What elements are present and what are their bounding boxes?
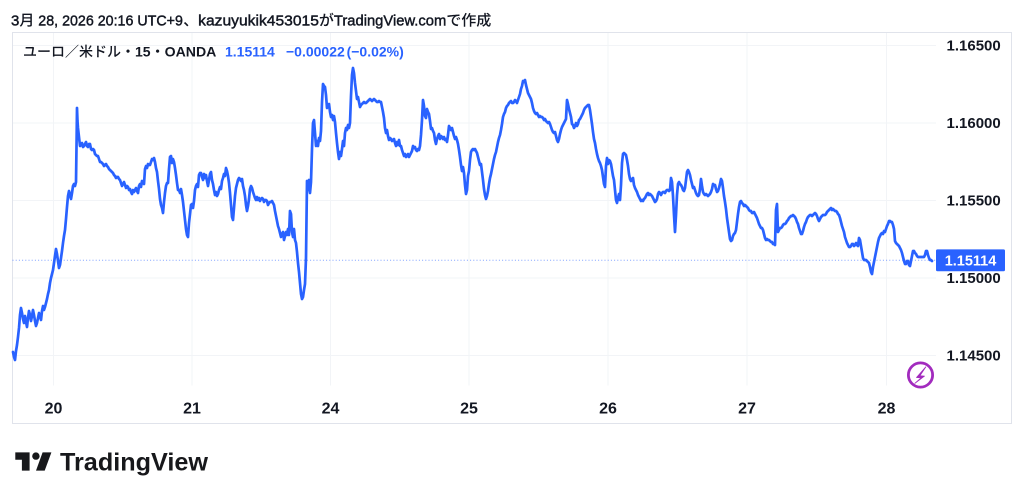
svg-text:1.15114: 1.15114 (225, 44, 275, 60)
svg-text:1.16000: 1.16000 (947, 115, 1001, 132)
svg-text:1.16500: 1.16500 (947, 38, 1001, 55)
svg-text:(−0.02%): (−0.02%) (347, 44, 404, 60)
svg-text:−0.00022: −0.00022 (286, 44, 345, 60)
svg-text:25: 25 (460, 401, 478, 418)
svg-text:1.14500: 1.14500 (947, 348, 1001, 365)
svg-text:1.15000: 1.15000 (947, 270, 1001, 287)
svg-text:TradingView: TradingView (60, 449, 209, 477)
svg-text:28, 2026 20:16 UTC+9: 28, 2026 20:16 UTC+9 (38, 13, 183, 30)
svg-text:1.15500: 1.15500 (947, 193, 1001, 210)
svg-text:21: 21 (183, 401, 201, 418)
svg-text:3: 3 (11, 13, 19, 30)
svg-text:26: 26 (599, 401, 617, 418)
svg-text:OANDA: OANDA (165, 44, 217, 60)
svg-text:24: 24 (322, 401, 340, 418)
svg-text:1.15114: 1.15114 (945, 254, 997, 270)
svg-text:28: 28 (878, 401, 896, 418)
svg-text:kazuyukik453015: kazuyukik453015 (198, 13, 319, 30)
svg-text:15: 15 (135, 44, 151, 60)
svg-text:TradingView.com: TradingView.com (334, 13, 446, 30)
svg-text:20: 20 (45, 401, 63, 418)
svg-text:27: 27 (738, 401, 756, 418)
